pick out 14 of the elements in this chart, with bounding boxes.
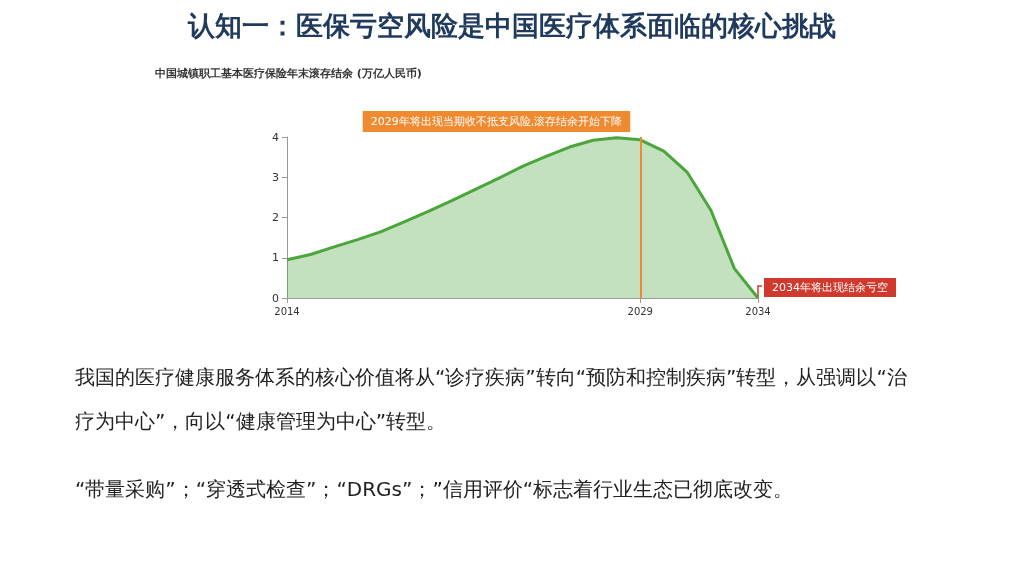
ref-line-label: 2029年将出现当期收不抵支风险,滚存结余开始下降 [370,115,623,128]
y-tick-label: 0 [272,291,279,305]
text: 我国的医疗健康服务体系的核心价值将从“诊疗疾病”转向“预防和控制疾病”转型，从强调以“治疗为中心”，向以“健康管理为中心”转型。 [75,365,907,433]
x-tick-label: 2014 [274,305,300,317]
chart-title: 认知一：医保亏空风险是中国医疗体系面临的核心挑战 [187,10,836,41]
text: “带量采购”；“穿透式检查”；“DRGs”；”信用评价“标志着行业生态已彻底改变。 [75,477,794,501]
y-tick-label: 3 [272,170,279,184]
y-tick-label: 4 [272,130,279,144]
y-tick-label: 1 [272,251,279,265]
y-tick-label: 2 [272,211,279,224]
x-tick-label: 2029 [627,305,653,317]
annotation: 2034年将出现结余亏空 [772,281,888,294]
x-tick-label: 2034 [745,305,771,317]
chart-subtitle: 中国城镇职工基本医疗保险年末滚存结余 (万亿人民币) [155,67,422,80]
